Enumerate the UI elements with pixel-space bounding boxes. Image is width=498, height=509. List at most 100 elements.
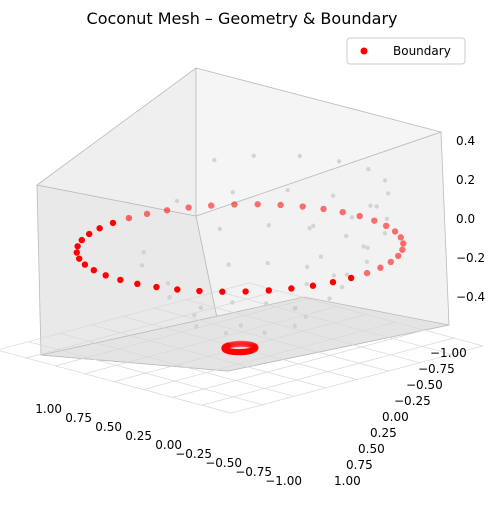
y-tick-label: −1.00 [430,346,467,360]
geometry-point [336,159,342,164]
pane-floor [40,296,450,372]
geometry-point [365,245,370,250]
boundary-point-outer [400,240,407,247]
geometry-point [167,295,172,300]
geometry-point [330,193,336,198]
x-tick-label: 0.00 [155,438,182,452]
legend-label-boundary: Boundary [393,44,451,58]
legend: Boundary [346,37,466,65]
boundary-point-outer [399,246,406,253]
boundary-point-outer [320,205,327,213]
chart-title: Coconut Mesh – Geometry & Boundary [87,9,398,28]
boundary-point-outer [90,266,98,274]
legend-marker-boundary [360,47,368,55]
boundary-point-outer [371,217,378,224]
geometry-series [127,153,391,336]
boundary-point-outer [265,287,272,294]
geometry-point [174,198,180,204]
boundary-point-outer [329,278,337,286]
z-tick-label: 0.0 [456,212,475,226]
geometry-point [194,324,199,329]
legend-box [346,37,466,65]
geometry-point [217,226,222,232]
y-tick-label: −0.75 [418,362,455,376]
geometry-point [303,314,308,319]
boundary-point-outer [242,288,249,295]
boundary-point-outer [74,243,81,250]
pane-back-top [195,67,443,217]
boundary-point-outer [377,264,384,271]
x-tick-label: 1.00 [35,402,62,416]
boundary-point-outer [174,286,181,293]
boundary-point-outer [339,208,346,216]
boundary-point-outer [231,201,238,208]
boundary-point-outer [125,214,133,222]
geometry-point [344,233,349,239]
geometry-point [311,223,316,229]
geometry-point [344,272,350,277]
boundary-point-outer [299,203,306,210]
boundary-point-outer [196,287,203,295]
boundary-point-outer [208,202,215,209]
geometry-point [382,231,388,236]
geometry-point [339,284,345,290]
geometry-point [226,262,231,267]
boundary-point-outer [363,269,371,277]
boundary-point-outer [109,219,117,227]
x-tick-label: −0.75 [235,465,272,479]
boundary-point-outer [356,212,363,220]
boundary-point-outer [96,225,103,232]
x-tick-label: 0.25 [125,429,152,443]
boundary-point-outer [382,222,390,230]
y-tick-label: 0.50 [358,442,385,456]
boundary-point-outer [309,282,317,289]
y-tick-label: 0.00 [382,410,409,424]
y-tick-label: 0.25 [370,426,397,440]
grid-line-floor-y [0,350,232,414]
geometry-point [297,153,303,159]
z-tick-label: 0.4 [456,134,475,148]
geometry-point [141,250,146,255]
geometry-point [238,323,244,328]
grid-line-floor-y [122,316,358,380]
boundary-point-outer [347,274,355,282]
boundary-point-outer [219,288,226,295]
geometry-point [361,244,366,249]
y-axis-ticks: −1.00 −0.75 −0.50 −0.25 0.00 0.25 0.50 0.75 1.00 [334,346,467,488]
geometry-point [304,281,309,287]
grid-line-floor-x [26,290,279,359]
geometry-point [266,223,271,228]
z-tick-label: −0.2 [456,251,485,265]
boundary-point-outer [81,261,89,268]
geometry-point [349,215,355,220]
x-tick-label: −0.50 [205,456,242,470]
x-tick-label: 0.75 [65,411,92,425]
geometry-point [212,157,217,163]
x-tick-label: −1.00 [265,474,302,488]
geometry-point [305,264,310,270]
geometry-point [364,259,370,264]
grid-line-floor-y [91,324,326,389]
geometry-point [366,166,371,172]
grid-line-floor-y [59,332,295,397]
geometry-point [198,305,204,311]
boundary-point-outer [102,272,109,279]
boundary-point-outer [134,280,141,288]
boundary-point-outer [185,204,192,211]
boundary-point-inner [228,341,235,348]
y-tick-label: 1.00 [334,474,361,488]
geometry-point [292,323,297,329]
geometry-point [265,260,270,266]
x-tick-label: −0.25 [175,447,212,461]
geometry-point [230,300,235,305]
geometry-point [230,190,235,195]
boundary-point-outer [78,236,85,244]
x-tick-label: 0.50 [95,420,122,434]
geometry-point [165,281,171,286]
grid-line-floor-y [28,341,263,406]
y-tick-label: −0.25 [394,394,431,408]
boundary-point-outer [395,252,402,260]
z-tick-label: 0.2 [456,173,475,187]
boundary-point-outer [397,234,404,241]
